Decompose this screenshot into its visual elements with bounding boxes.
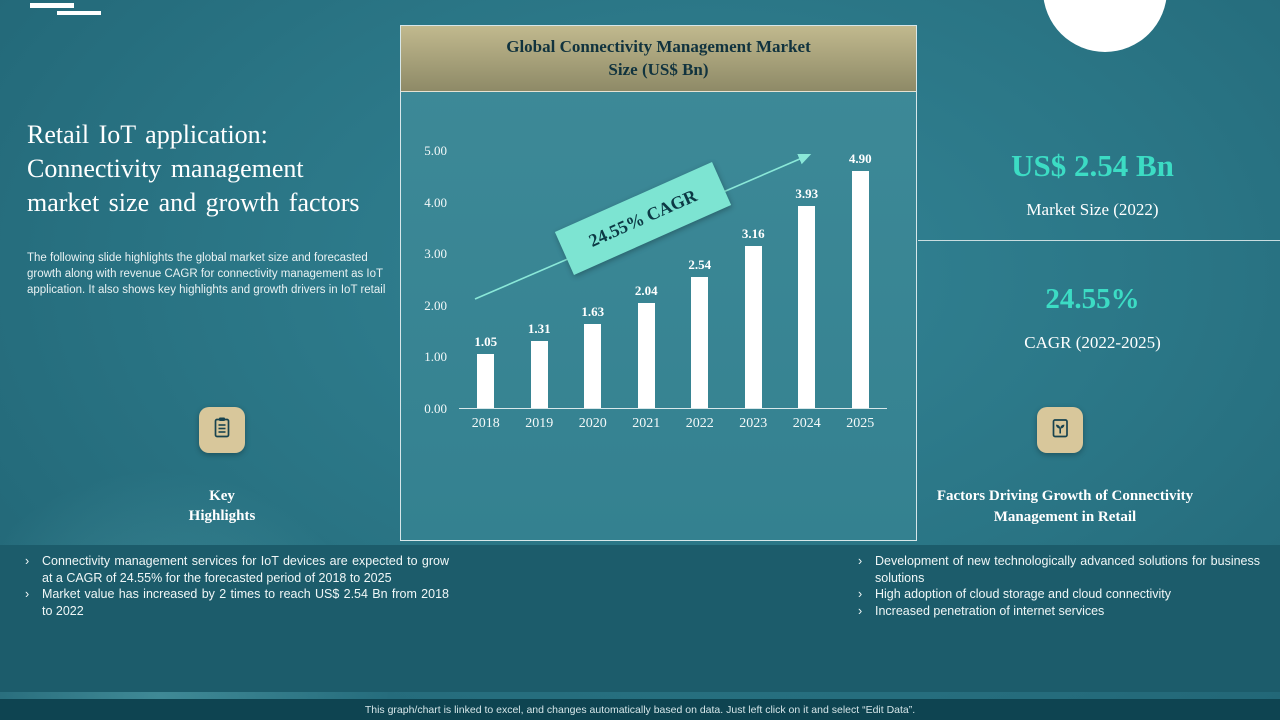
bar[interactable]	[637, 303, 655, 408]
bullet-marker: ›	[25, 554, 30, 568]
chart-header: Global Connectivity Management Market Si…	[401, 26, 916, 92]
x-tick-label: 2020	[578, 416, 607, 431]
bullet-marker: ›	[25, 587, 30, 601]
page-title: Retail IoT application: Connectivity man…	[27, 120, 360, 217]
bar-column: 1.31	[513, 151, 567, 408]
bar-value-label: 3.16	[741, 225, 765, 241]
footer-note: This graph/chart is linked to excel, and…	[0, 699, 1280, 720]
growth-factors-icon-card	[1037, 407, 1083, 453]
decorative-bar	[57, 11, 101, 15]
growth-factors-heading: Factors Driving Growth of Connectivity M…	[936, 488, 1194, 525]
bar[interactable]	[530, 340, 548, 408]
x-tick-label: 2021	[632, 416, 661, 431]
bar-value-label: 1.63	[581, 304, 605, 320]
bar-value-label: 4.90	[848, 151, 872, 166]
y-tick-label: 1.00	[424, 349, 447, 365]
list-item: › High adoption of cloud storage and clo…	[858, 586, 1260, 603]
bottom-band: › Connectivity management services for I…	[0, 545, 1280, 692]
bar[interactable]	[477, 354, 495, 408]
x-tick-label: 2018	[471, 416, 500, 431]
bullet-marker: ›	[858, 603, 863, 618]
market-size-label: Market Size (2022)	[1026, 200, 1159, 219]
cagr-value: 24.55%	[1045, 283, 1140, 315]
y-tick-label: 2.00	[424, 297, 447, 313]
list-item-text: Increased penetration of internet servic…	[875, 603, 1105, 618]
y-tick-label: 0.00	[424, 401, 447, 416]
bar-value-label: 2.54	[688, 257, 712, 273]
bar[interactable]	[744, 245, 762, 408]
list-item: › Market value has increased by 2 times …	[25, 586, 449, 619]
decorative-bar	[30, 3, 74, 8]
x-axis: 2018 2019 2020 2021 2022 2023 2024 2025	[459, 416, 887, 432]
bar-column: 1.63	[566, 151, 620, 408]
market-size-value: US$ 2.54 Bn	[1011, 148, 1174, 183]
list-item-text: Development of new technologically advan…	[875, 554, 1260, 585]
bar-column: 4.90	[834, 151, 888, 408]
bar[interactable]	[851, 171, 869, 408]
bar[interactable]	[584, 324, 602, 408]
clipboard-icon	[209, 415, 235, 446]
cagr-label: CAGR (2022-2025)	[1024, 333, 1161, 352]
key-highlights-label: Key Highlights	[188, 488, 256, 525]
bar-column: 1.05	[459, 151, 513, 408]
list-item: › Development of new technologically adv…	[858, 553, 1260, 586]
bar-value-label: 2.04	[634, 283, 658, 299]
list-item-text: High adoption of cloud storage and cloud…	[875, 587, 1172, 601]
bar-column: 3.16	[727, 151, 781, 408]
key-highlights-list: › Connectivity management services for I…	[25, 553, 449, 619]
bar-value-label: 3.93	[795, 186, 819, 201]
list-item-text: Market value has increased by 2 times to…	[42, 587, 449, 618]
y-tick-label: 5.00	[424, 143, 447, 158]
x-tick-label: 2023	[739, 416, 768, 431]
decorative-circle	[1043, 0, 1167, 52]
list-item: › Increased penetration of internet serv…	[858, 603, 1260, 620]
bar[interactable]	[798, 206, 816, 408]
chart-title: Global Connectivity Management Market Si…	[506, 36, 811, 79]
growth-book-icon	[1047, 415, 1073, 446]
x-tick-label: 2022	[685, 416, 714, 431]
slide-description: The following slide highlights the globa…	[27, 252, 386, 297]
bar-column: 2.04	[620, 151, 674, 408]
x-tick-label: 2025	[846, 416, 875, 431]
x-tick-label: 2024	[792, 416, 821, 431]
y-tick-label: 4.00	[424, 194, 447, 210]
divider	[918, 240, 1280, 241]
bar-column: 3.93	[780, 151, 834, 408]
bullet-marker: ›	[858, 587, 863, 601]
bar-column: 2.54	[673, 151, 727, 408]
plot-area: 24.55% CAGR 1.05 1.31 1.63 2.04 2.54 3.16 3.93…	[459, 151, 887, 409]
y-axis: 0.00 1.00 2.00 3.00 4.00 5.00	[401, 143, 453, 416]
bar[interactable]	[691, 277, 709, 408]
bar-value-label: 1.05	[474, 334, 498, 350]
chart-panel[interactable]: Global Connectivity Management Market Si…	[400, 25, 917, 541]
bullet-marker: ›	[858, 554, 863, 568]
key-highlights-icon-card	[199, 407, 245, 453]
x-tick-label: 2019	[525, 416, 554, 431]
growth-factors-list: › Development of new technologically adv…	[858, 553, 1260, 619]
y-tick-label: 3.00	[424, 246, 447, 262]
list-item: › Connectivity management services for I…	[25, 553, 449, 586]
list-item-text: Connectivity management services for IoT…	[42, 554, 449, 585]
bar-value-label: 1.31	[527, 320, 551, 336]
